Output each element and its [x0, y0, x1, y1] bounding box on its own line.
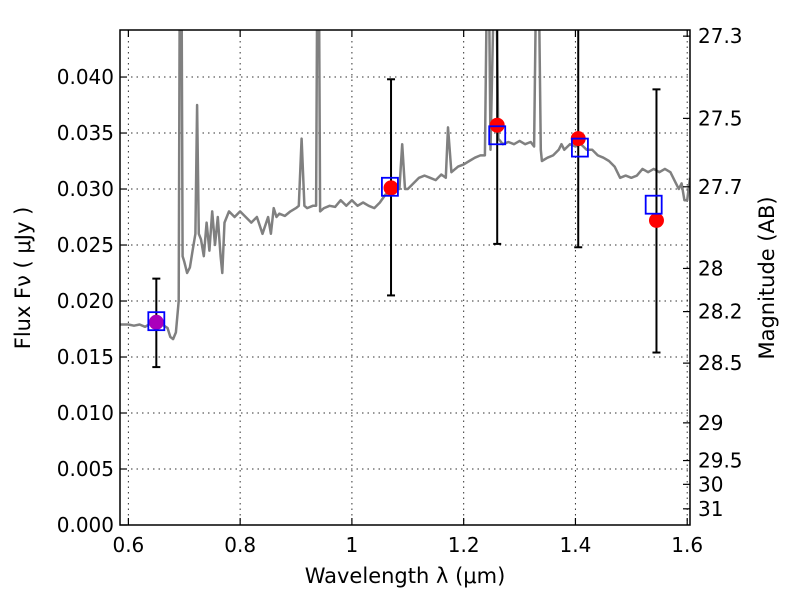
magnitude-tick-label: 28	[698, 256, 723, 280]
plot-area	[120, 30, 690, 369]
y-axis-label: Flux Fν ( μJy )	[11, 207, 35, 350]
model-point	[381, 176, 399, 197]
y-tick-label: 0.020	[57, 289, 114, 313]
y-tick-label: 0.010	[57, 401, 114, 425]
model-point	[488, 125, 507, 146]
magnitude-tick-label: 29.5	[698, 449, 743, 473]
x-tick-label: 0.6	[112, 533, 144, 557]
x-axis-label: Wavelength λ (μm)	[305, 564, 506, 588]
magnitude-tick-label: 31	[698, 497, 723, 521]
y-tick-labels: 0.000 0.005 0.010 0.015 0.020 0.025 0.030 0.035…	[57, 65, 114, 537]
model-point	[571, 137, 589, 158]
model-point	[147, 311, 166, 332]
x-tick-label: 1.4	[560, 533, 592, 557]
y-tick-label: 0.015	[57, 345, 114, 369]
spectrum-line	[120, 30, 690, 341]
magnitude-tick-label: 27.5	[698, 106, 743, 130]
x-tick-label: 1.2	[448, 533, 480, 557]
grid-lines	[120, 30, 690, 526]
y-tick-label: 0.030	[57, 177, 114, 201]
observed-point	[489, 117, 505, 133]
y-tick-label: 0.000	[57, 513, 114, 537]
magnitude-tick-label: 27.3	[698, 24, 743, 48]
observed-point	[148, 314, 164, 330]
x-tick-label: 0.8	[224, 533, 256, 557]
x-tick-labels: 0.6 0.8 1 1.2 1.4 1.6	[112, 533, 703, 557]
axis-ticks	[120, 30, 690, 526]
y-tick-label: 0.005	[57, 457, 114, 481]
x-tick-label: 1.6	[671, 533, 703, 557]
y-tick-label: 0.025	[57, 233, 114, 257]
magnitude-tick-label: 27.7	[698, 175, 743, 199]
observed-point	[383, 180, 399, 196]
observed-points	[148, 117, 664, 330]
y-tick-label: 0.040	[57, 65, 114, 89]
magnitude-tick-label: 28.5	[698, 351, 743, 375]
magnitude-tick-label: 29	[698, 411, 723, 435]
magnitude-tick-label: 30	[698, 472, 723, 496]
model-point	[644, 194, 663, 215]
magnitude-tick-label: 28.2	[698, 300, 743, 324]
x-tick-label: 1	[346, 533, 359, 557]
model-points	[147, 125, 663, 332]
magnitude-axis-label: Magnitude (AB)	[755, 196, 779, 359]
plot-frame	[119, 29, 691, 526]
y-tick-label: 0.035	[57, 121, 114, 145]
observed-point	[648, 212, 664, 228]
